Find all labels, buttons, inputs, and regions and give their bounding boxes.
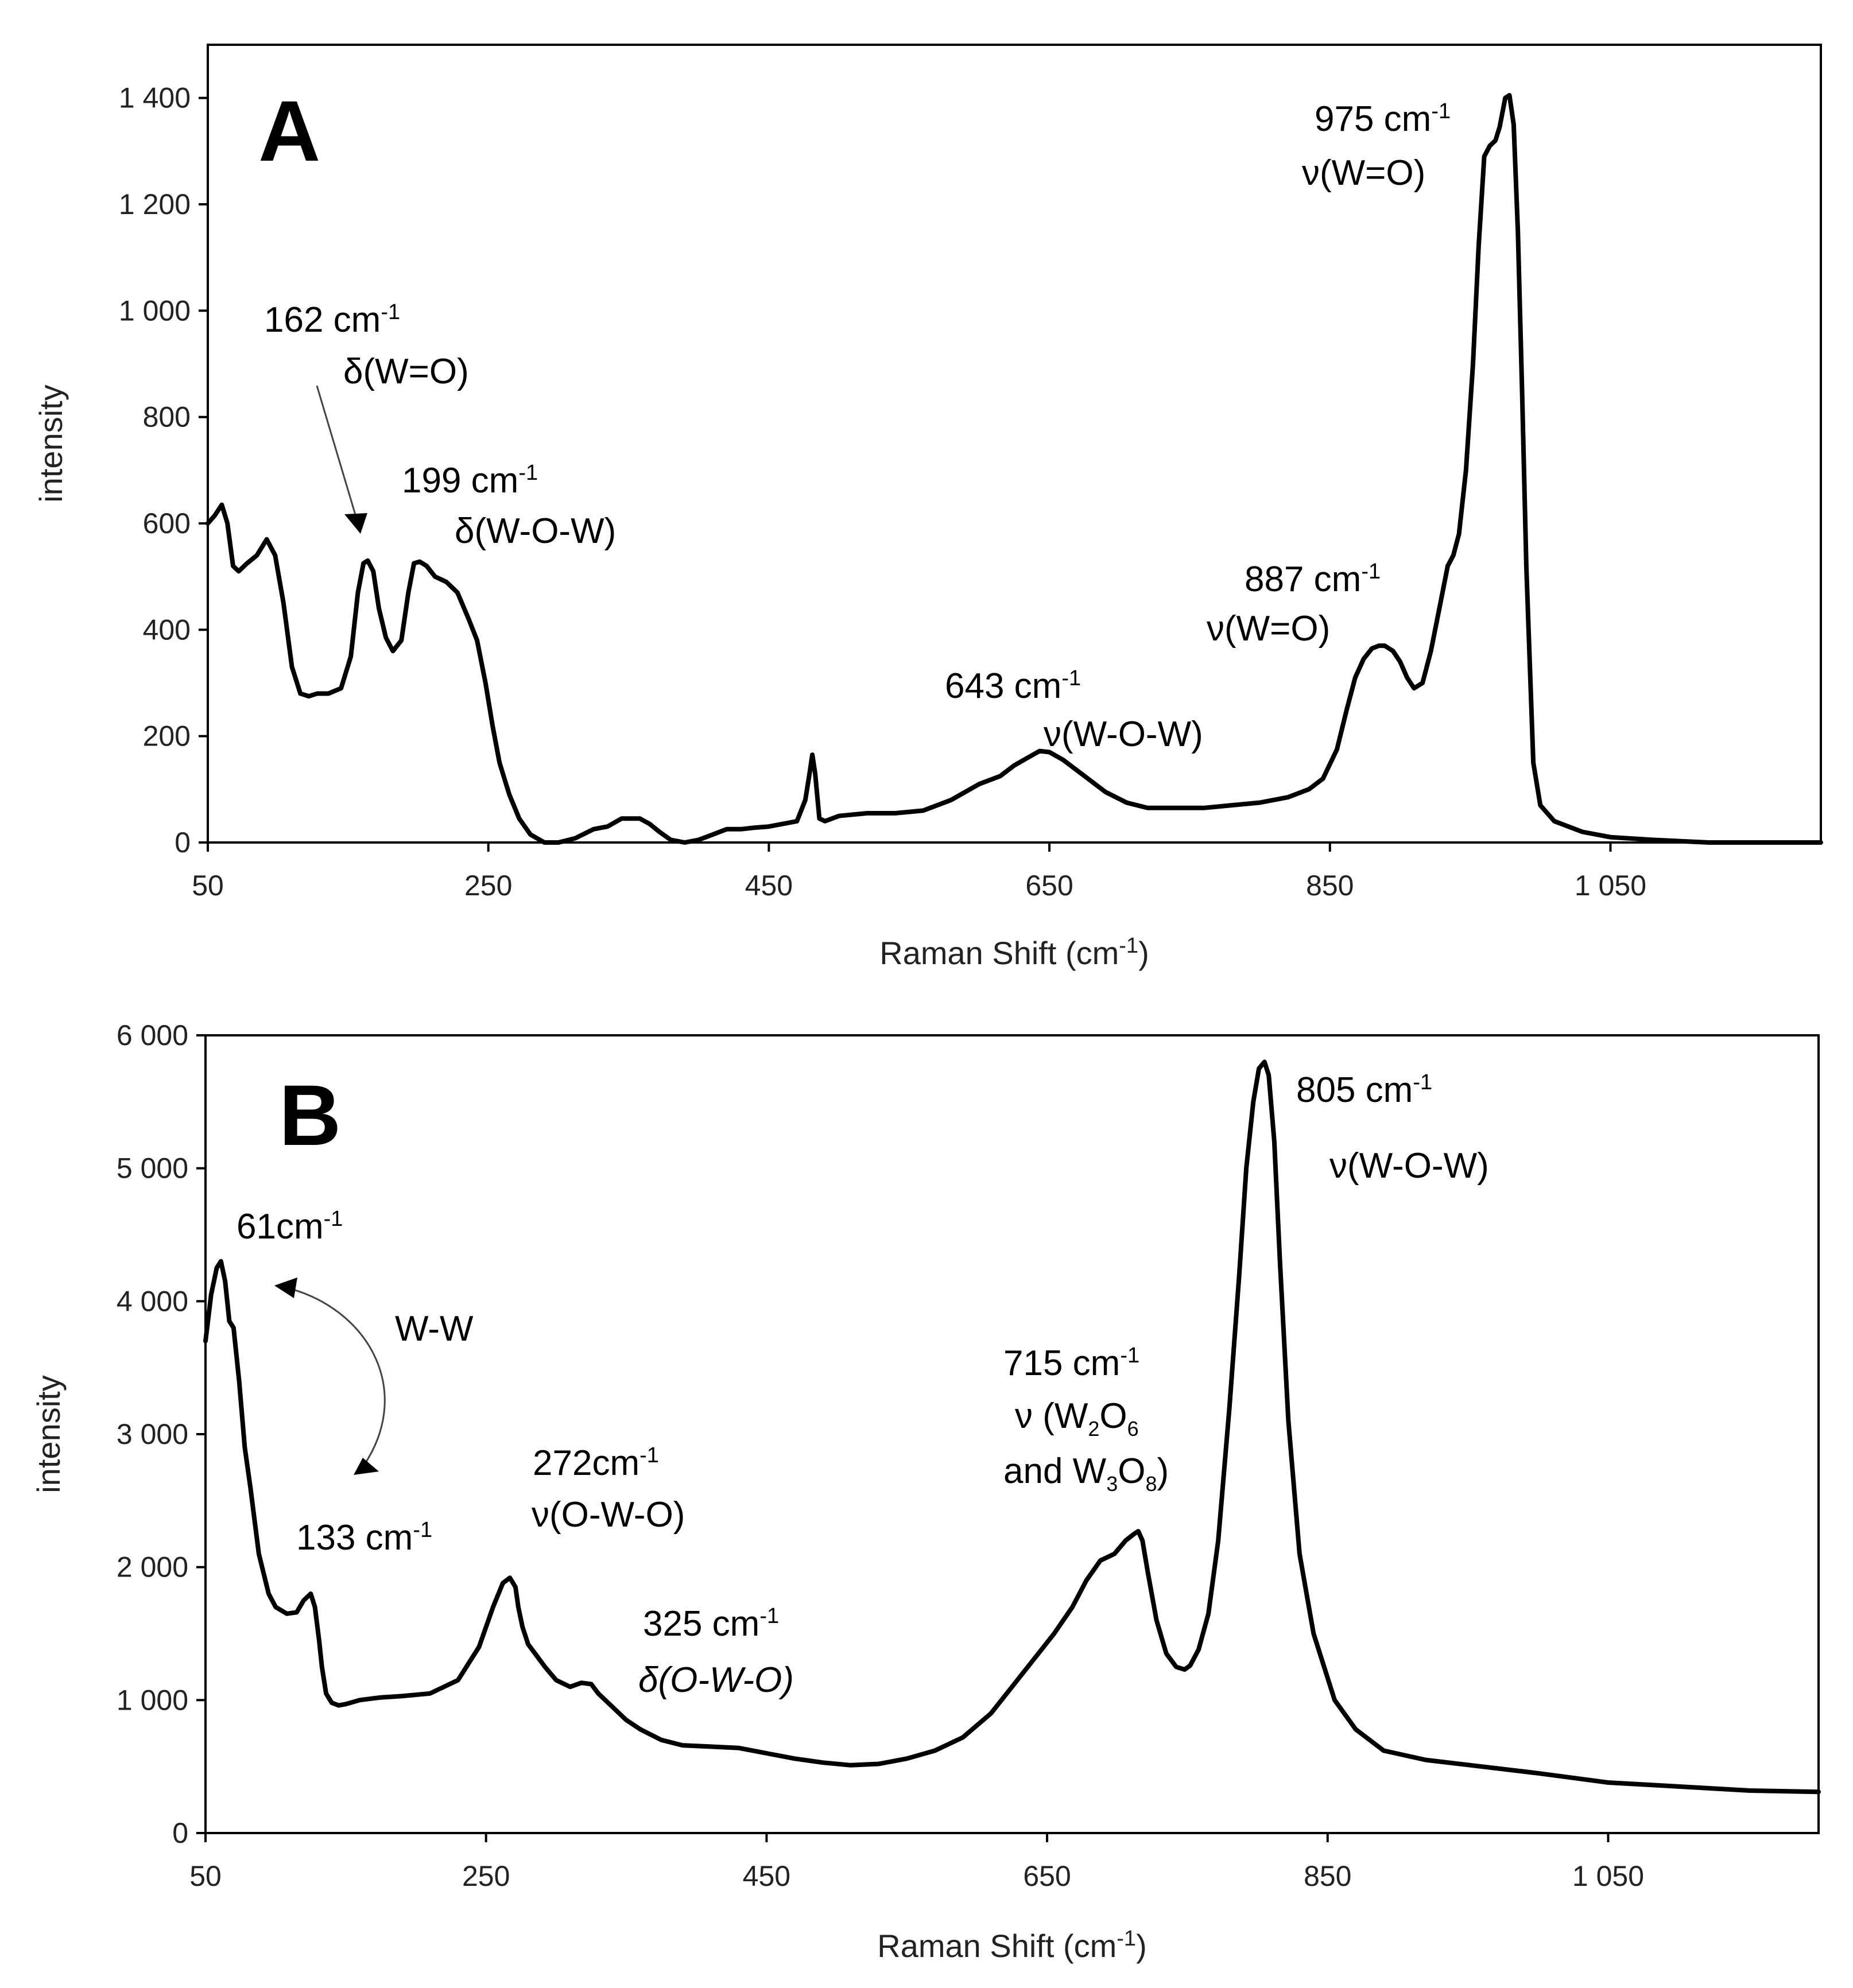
panel-a-y-axis-label: intensity (33, 385, 69, 502)
panel-a-x-tick-label: 850 (1306, 869, 1354, 902)
annotation-162-arrow (316, 385, 357, 517)
panel-a-x-tick-label: 250 (464, 869, 512, 902)
panel-b-y-ticks: 0 1 000 2 000 3 000 4 000 5 000 6 000 (117, 1019, 206, 1849)
annotation-325-label: 325 cm-1 (643, 1604, 779, 1644)
panel-b-x-tick-label: 450 (743, 1860, 790, 1892)
panel-b-y-tick-label: 5 000 (117, 1152, 188, 1185)
annotation-805-label: 805 cm-1 (1296, 1070, 1432, 1110)
panel-b-y-tick-label: 4 000 (117, 1285, 188, 1317)
panel-b-x-ticks: 50 250 450 650 850 1 050 (189, 1833, 1644, 1892)
annotation-887-label: 887 cm-1 (1245, 560, 1381, 599)
panel-b-x-tick-label: 650 (1023, 1860, 1071, 1892)
panel-a-x-tick-label: 450 (745, 869, 793, 902)
panel-b-series (203, 1059, 1821, 1795)
panel-a-y-ticks: 0 200 400 600 800 1 000 1 200 1 400 (119, 82, 208, 859)
annotation-272-mode: ν(O-W-O) (532, 1495, 685, 1535)
annotation-162-label: 162 cm-1 (264, 300, 400, 340)
annotation-ww-arrowhead-top (274, 1278, 297, 1298)
annotation-805-mode: ν(W-O-W) (1329, 1146, 1489, 1186)
annotation-ww-curved-arrow (286, 1287, 386, 1464)
panel-b-x-tick-label: 1 050 (1572, 1860, 1644, 1892)
annotation-162-mode: δ(W=O) (343, 352, 469, 391)
panel-a-x-tick-label: 1 050 (1575, 869, 1646, 902)
panel-a-y-tick-label: 200 (143, 720, 191, 752)
annotation-715-mode-line2: and W3O8) (1003, 1451, 1169, 1496)
annotation-272-label: 272cm-1 (533, 1443, 659, 1483)
panel-b-y-axis-label: intensity (30, 1375, 67, 1493)
panel-a-y-tick-label: 600 (143, 507, 191, 539)
annotation-ww-label: W-W (395, 1309, 474, 1349)
panel-b-y-tick-label: 0 (172, 1817, 188, 1849)
panel-a-letter: A (258, 83, 320, 179)
panel-b-y-tick-label: 3 000 (117, 1418, 188, 1450)
annotation-887-mode: ν(W=O) (1207, 609, 1330, 649)
panel-a-x-ticks: 50 250 450 650 850 1 050 (192, 842, 1646, 902)
annotation-325-mode: δ(O-W-O) (638, 1660, 794, 1700)
panel-a-series (206, 93, 1823, 845)
annotation-643-mode: ν(W-O-W) (1044, 715, 1203, 754)
annotation-199-mode: δ(W-O-W) (455, 511, 616, 551)
annotation-133-label: 133 cm-1 (296, 1518, 432, 1558)
panel-a-x-axis-label: Raman Shift (cm-1) (879, 934, 1149, 971)
annotation-715-mode-line1: ν (W2O6 (1015, 1396, 1139, 1440)
panel-a-y-tick-label: 400 (143, 614, 191, 646)
panel-b-y-tick-label: 6 000 (117, 1019, 188, 1051)
annotation-199-label: 199 cm-1 (402, 461, 538, 500)
panel-a-spectrum-line (206, 93, 1823, 845)
panel-a-plot-frame (207, 44, 1822, 844)
panel-b-spectrum-line (203, 1059, 1821, 1795)
panel-b-x-axis-label: Raman Shift (cm-1) (877, 1927, 1146, 1964)
panel-a-y-tick-label: 1 400 (119, 82, 191, 114)
panel-a-y-tick-label: 1 000 (119, 294, 191, 327)
panel-b-y-tick-label: 1 000 (117, 1684, 188, 1716)
annotation-ww-arrowhead-bottom (354, 1458, 379, 1475)
panel-a: 0 200 400 600 800 1 000 1 200 1 400 50 250 450 650… (33, 44, 1823, 971)
panel-b-plot-frame (204, 1034, 1820, 1834)
panel-a-x-tick-label: 50 (192, 869, 224, 902)
panel-a-y-tick-label: 800 (143, 401, 191, 433)
panel-b-letter: B (279, 1067, 341, 1163)
panel-b: 0 1 000 2 000 3 000 4 000 5 000 6 000 50 250 450… (30, 1019, 1821, 1964)
panel-b-x-tick-label: 850 (1304, 1860, 1351, 1892)
panel-b-x-tick-label: 50 (189, 1860, 222, 1892)
panel-a-x-tick-label: 650 (1025, 869, 1073, 902)
annotation-975-mode: ν(W=O) (1302, 153, 1425, 193)
panel-b-x-tick-label: 250 (462, 1860, 510, 1892)
annotation-975-label: 975 cm-1 (1315, 99, 1451, 139)
panel-a-y-tick-label: 0 (175, 826, 191, 859)
annotation-715-label: 715 cm-1 (1003, 1344, 1139, 1383)
annotation-643-label: 643 cm-1 (945, 666, 1081, 706)
annotation-162-arrowhead (344, 513, 367, 534)
panel-a-y-tick-label: 1 200 (119, 188, 191, 220)
panel-b-y-tick-label: 2 000 (117, 1551, 188, 1583)
annotation-61-label: 61cm-1 (237, 1207, 343, 1247)
